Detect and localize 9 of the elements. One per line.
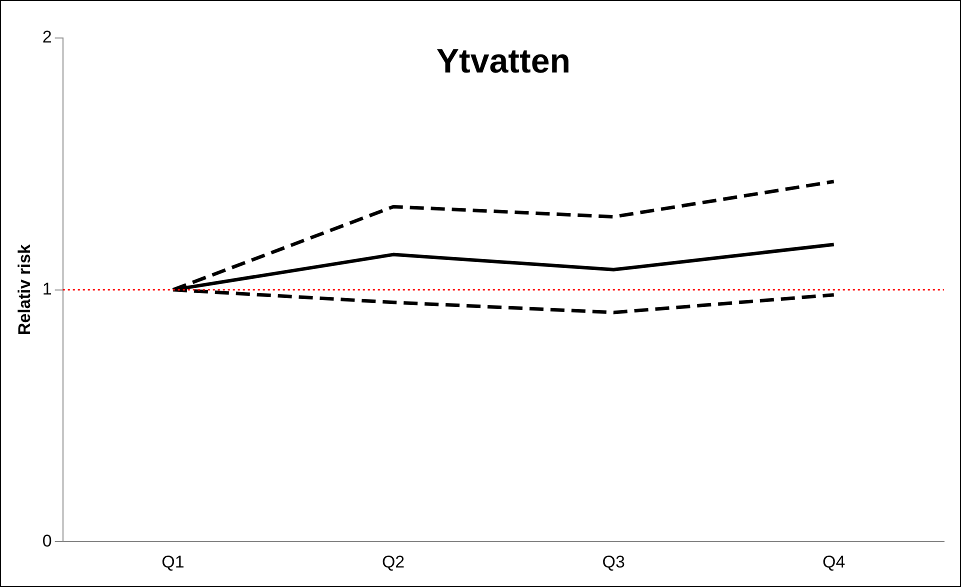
chart-title: Ytvatten xyxy=(436,42,570,80)
y-tick-label: 0 xyxy=(42,531,52,550)
x-tick-label: Q3 xyxy=(602,552,625,572)
x-tick-label: Q2 xyxy=(382,552,405,572)
x-tick-label: Q1 xyxy=(162,552,184,572)
x-tick-label: Q4 xyxy=(822,552,846,572)
y-axis-title: Relativ risk xyxy=(14,244,34,336)
y-tick-label: 1 xyxy=(42,279,52,298)
y-tick-label: 2 xyxy=(42,28,52,47)
